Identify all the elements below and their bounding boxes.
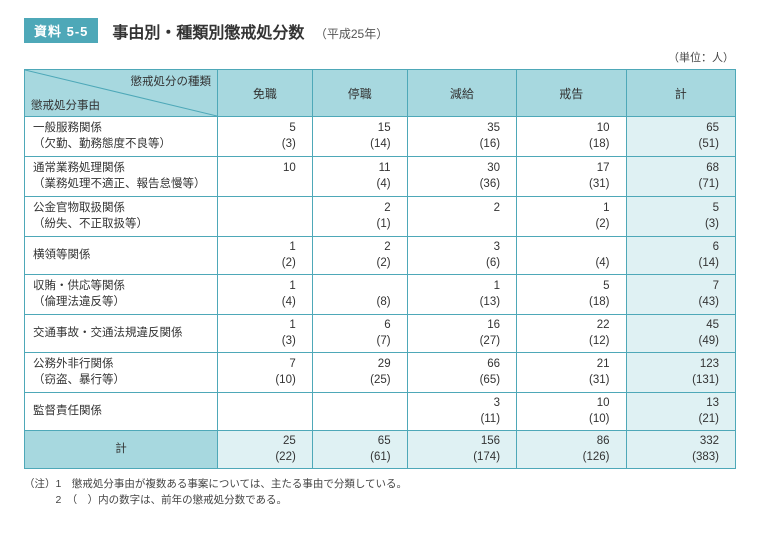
table-cell: 5(18) [517, 275, 626, 315]
table-cell: 10(10) [517, 393, 626, 431]
title-text: 事由別・種類別懲戒処分数 [112, 25, 304, 42]
table-row: 監督責任関係 3(11)10(10)13(21) [25, 393, 736, 431]
table-cell: 2(1) [312, 197, 407, 237]
table-header-row: 懲戒処分の種類 懲戒処分事由 免職 停職 減給 戒告 計 [25, 70, 736, 117]
col-header: 停職 [312, 70, 407, 117]
table-row: 一般服務関係 （欠勤、勤務態度不良等）5(3)15(14)35(16)10(18… [25, 117, 736, 157]
row-label: 交通事故・交通法規違反関係 [25, 315, 218, 353]
header: 資料 5-5 事由別・種類別懲戒処分数 （平成25年） [24, 18, 736, 43]
table-cell: (4) [517, 237, 626, 275]
table-cell: 21(31) [517, 353, 626, 393]
table-cell: 5(3) [218, 117, 313, 157]
table-cell: 15(14) [312, 117, 407, 157]
figure-badge: 資料 5-5 [24, 18, 98, 43]
table-cell: 16(27) [407, 315, 516, 353]
row-label: 通常業務処理関係 （業務処理不適正、報告怠慢等） [25, 157, 218, 197]
row-label: 横領等関係 [25, 237, 218, 275]
table-cell: 17(31) [517, 157, 626, 197]
table-cell: 35(16) [407, 117, 516, 157]
table-row: 収賄・供応等関係 （倫理法違反等）1(4) (8)1(13)5(18)7(43) [25, 275, 736, 315]
table-cell: 22(12) [517, 315, 626, 353]
row-label: 一般服務関係 （欠勤、勤務態度不良等） [25, 117, 218, 157]
table-cell: 3(11) [407, 393, 516, 431]
footnotes: （注）1 懲戒処分事由が複数ある事案については、主たる事由で分類している。 2 … [24, 477, 736, 509]
table-cell: 1(3) [218, 315, 313, 353]
table-cell: 123(131) [626, 353, 736, 393]
table-cell: 3(6) [407, 237, 516, 275]
table-row: 交通事故・交通法規違反関係1(3)6(7)16(27)22(12)45(49) [25, 315, 736, 353]
table-cell [218, 197, 313, 237]
table-cell: 1(13) [407, 275, 516, 315]
table-cell: (8) [312, 275, 407, 315]
table-cell: 2 [407, 197, 516, 237]
table-total-row: 計25(22)65(61)156(174)86(126)332(383) [25, 431, 736, 469]
footnote-line: （注）1 懲戒処分事由が複数ある事案については、主たる事由で分類している。 [24, 477, 736, 493]
title-subtitle: （平成25年） [315, 27, 388, 41]
table-cell: 6(14) [626, 237, 736, 275]
diagonal-header: 懲戒処分の種類 懲戒処分事由 [25, 70, 218, 117]
table-cell: 66(65) [407, 353, 516, 393]
row-label: 公金官物取扱関係 （紛失、不正取扱等） [25, 197, 218, 237]
table-row: 通常業務処理関係 （業務処理不適正、報告怠慢等）10 11(4)30(36)17… [25, 157, 736, 197]
table-cell: 65(51) [626, 117, 736, 157]
table-cell: 6(7) [312, 315, 407, 353]
figure-title: 事由別・種類別懲戒処分数 （平成25年） [112, 19, 388, 43]
row-label: 監督責任関係 [25, 393, 218, 431]
diag-top-label: 懲戒処分の種類 [131, 73, 212, 89]
table-cell: 30(36) [407, 157, 516, 197]
table-cell: 65(61) [312, 431, 407, 469]
table-cell: 13(21) [626, 393, 736, 431]
table-cell: 7(10) [218, 353, 313, 393]
table-cell: 45(49) [626, 315, 736, 353]
table-cell: 1(2) [517, 197, 626, 237]
row-label: 収賄・供応等関係 （倫理法違反等） [25, 275, 218, 315]
table-cell: 11(4) [312, 157, 407, 197]
table-cell: 332(383) [626, 431, 736, 469]
table-row: 公務外非行関係 （窃盗、暴行等）7(10)29(25)66(65)21(31)1… [25, 353, 736, 393]
col-header: 計 [626, 70, 736, 117]
col-header: 免職 [218, 70, 313, 117]
discipline-table: 懲戒処分の種類 懲戒処分事由 免職 停職 減給 戒告 計 一般服務関係 （欠勤、… [24, 69, 736, 469]
footnote-line: 2 （ ）内の数字は、前年の懲戒処分数である。 [24, 493, 736, 509]
table-cell: 5(3) [626, 197, 736, 237]
table-cell [312, 393, 407, 431]
col-header: 減給 [407, 70, 516, 117]
col-header: 戒告 [517, 70, 626, 117]
table-cell: 86(126) [517, 431, 626, 469]
unit-label: （単位：人） [24, 49, 734, 65]
table-cell: 10 [218, 157, 313, 197]
table-cell: 68(71) [626, 157, 736, 197]
table-row: 横領等関係1(2)2(2)3(6) (4)6(14) [25, 237, 736, 275]
table-cell: 7(43) [626, 275, 736, 315]
table-cell: 10(18) [517, 117, 626, 157]
table-cell: 156(174) [407, 431, 516, 469]
table-cell: 29(25) [312, 353, 407, 393]
diag-bottom-label: 懲戒処分事由 [31, 97, 100, 113]
table-cell: 2(2) [312, 237, 407, 275]
row-label-total: 計 [25, 431, 218, 469]
table-cell: 1(4) [218, 275, 313, 315]
table-cell [218, 393, 313, 431]
table-row: 公金官物取扱関係 （紛失、不正取扱等） 2(1)2 1(2)5(3) [25, 197, 736, 237]
table-cell: 25(22) [218, 431, 313, 469]
table-cell: 1(2) [218, 237, 313, 275]
row-label: 公務外非行関係 （窃盗、暴行等） [25, 353, 218, 393]
